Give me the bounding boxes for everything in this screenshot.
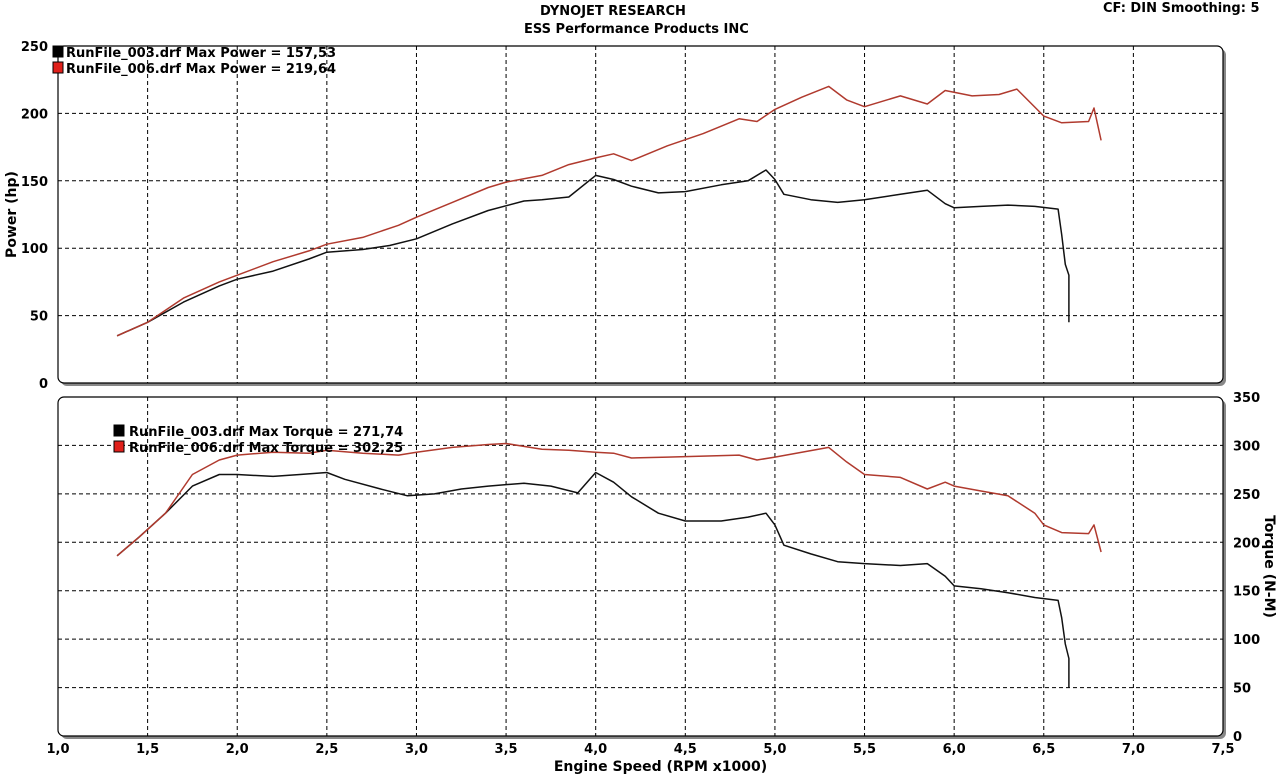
- series-line: [116, 442, 1102, 557]
- y-tick-label: 150: [21, 175, 48, 190]
- x-axis-label: Engine Speed (RPM x1000): [554, 759, 767, 775]
- x-tick-label: 4,5: [674, 742, 697, 757]
- x-tick-label: 5,0: [763, 742, 786, 757]
- y-tick-label: 0: [39, 377, 48, 392]
- x-tick-label: 3,5: [495, 742, 518, 757]
- x-tick-label: 1,5: [136, 742, 159, 757]
- x-tick-label: 3,0: [405, 742, 428, 757]
- legend-swatch: [52, 45, 64, 58]
- y-axis-label: Power (hp): [4, 171, 20, 258]
- y-axis-label: Torque (N-M): [1261, 515, 1277, 618]
- y-tick-label: 0: [1233, 730, 1242, 745]
- y-tick-label: 150: [1233, 585, 1260, 600]
- x-tick-label: 2,5: [315, 742, 338, 757]
- x-tick-label: 5,5: [853, 742, 876, 757]
- x-tick-label: 1,0: [46, 742, 69, 757]
- legend-entry: RunFile_006.drf Max Power = 219,64: [66, 62, 336, 77]
- y-tick-label: 250: [1233, 488, 1260, 503]
- y-tick-label: 50: [30, 310, 48, 325]
- settings-readout: CF: DIN Smoothing: 5: [1103, 1, 1260, 16]
- legend-swatch: [52, 61, 64, 74]
- y-tick-label: 350: [1233, 391, 1260, 406]
- legend-entry: RunFile_003.drf Max Torque = 271,74: [129, 425, 403, 440]
- legend-swatch: [113, 440, 125, 453]
- x-tick-label: 6,0: [943, 742, 966, 757]
- chart-title: DYNOJET RESEARCH: [540, 4, 686, 19]
- x-tick-label: 7,5: [1211, 742, 1234, 757]
- y-tick-label: 50: [1233, 682, 1251, 697]
- series-line: [116, 85, 1102, 337]
- series-line: [116, 471, 1070, 688]
- y-tick-label: 200: [21, 107, 48, 122]
- panel-frame: [57, 396, 1224, 737]
- x-tick-label: 4,0: [584, 742, 607, 757]
- legend-entry: RunFile_003.drf Max Power = 157,53: [66, 46, 336, 61]
- legend-entry: RunFile_006.drf Max Torque = 302,25: [129, 441, 403, 456]
- x-tick-label: 6,5: [1032, 742, 1055, 757]
- y-tick-label: 250: [21, 40, 48, 55]
- chart-subtitle: ESS Performance Products INC: [524, 22, 749, 37]
- panel-frame: [57, 45, 1224, 384]
- y-tick-label: 100: [21, 242, 48, 257]
- y-tick-label: 300: [1233, 439, 1260, 454]
- series-line: [116, 169, 1070, 337]
- y-tick-label: 200: [1233, 536, 1260, 551]
- x-tick-label: 2,0: [226, 742, 249, 757]
- y-tick-label: 100: [1233, 633, 1260, 648]
- legend-swatch: [113, 424, 125, 437]
- x-tick-label: 7,0: [1122, 742, 1145, 757]
